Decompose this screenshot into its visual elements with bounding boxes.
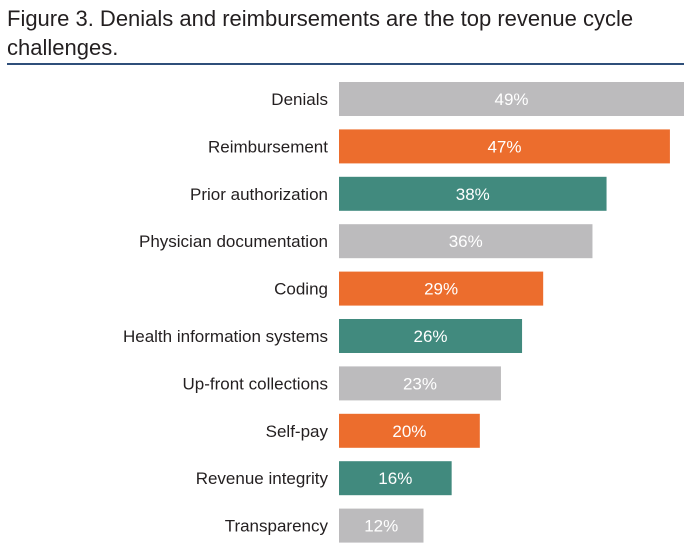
value-label: 38% <box>456 185 490 204</box>
category-label: Revenue integrity <box>196 469 329 488</box>
bar <box>339 366 501 401</box>
value-label: 29% <box>424 280 458 299</box>
bar-row: Up-front collections 23% <box>182 366 501 401</box>
category-label: Health information systems <box>123 327 328 346</box>
bar-row: Revenue integrity 16% <box>196 461 452 496</box>
bar-row: Self-pay 20% <box>266 413 480 448</box>
value-label: 20% <box>392 422 426 441</box>
bar <box>339 129 670 164</box>
category-label: Reimbursement <box>208 137 328 156</box>
value-label: 47% <box>487 137 521 156</box>
bar <box>339 176 607 211</box>
category-label: Physician documentation <box>139 232 328 251</box>
title-rule <box>7 63 684 65</box>
category-label: Self-pay <box>266 422 329 441</box>
value-label: 49% <box>494 90 528 109</box>
bar-row: Reimbursement 47% <box>208 129 670 164</box>
bar <box>339 508 424 543</box>
category-label: Up-front collections <box>182 374 328 393</box>
bar-row: Coding 29% <box>274 271 544 306</box>
value-label: 12% <box>364 517 398 536</box>
category-label: Transparency <box>225 517 329 536</box>
bar-row: Denials 49% <box>271 82 684 116</box>
value-label: 16% <box>378 469 412 488</box>
value-label: 36% <box>449 232 483 251</box>
category-label: Coding <box>274 280 328 299</box>
category-label: Denials <box>271 90 328 109</box>
value-label: 26% <box>414 327 448 346</box>
bar-row: Health information systems 26% <box>123 319 523 353</box>
bar-row: Transparency 12% <box>225 508 424 543</box>
bar <box>339 82 684 116</box>
bars-layer: Denials 49% Reimbursement 47% Prior authoriz… <box>123 82 684 543</box>
bar <box>339 271 544 306</box>
bar <box>339 461 452 496</box>
bar <box>339 224 593 259</box>
bar-row: Prior authorization 38% <box>190 176 607 211</box>
figure-title: Figure 3. Denials and reimbursements are… <box>7 6 634 60</box>
value-label: 23% <box>403 374 437 393</box>
bar <box>339 319 523 353</box>
bar <box>339 413 480 448</box>
bar-row: Physician documentation 36% <box>139 224 593 259</box>
category-label: Prior authorization <box>190 185 328 204</box>
